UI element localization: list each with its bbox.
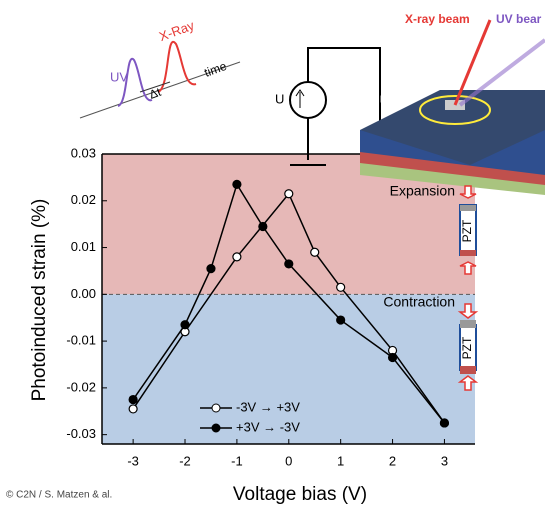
legend-marker [212,404,220,412]
legend-marker [212,424,220,432]
point [285,190,293,198]
voltage-label: U [275,91,284,106]
y-tick-label: -0.03 [66,426,96,441]
xray-label: X-Ray [157,17,197,44]
point [233,253,241,261]
point [129,405,137,413]
y-tick-label: -0.01 [66,333,96,348]
chart: UV X-Ray Δt time U PZT X-ray beam UV bea… [0,0,545,512]
point [207,265,215,273]
y-tick-label: 0.02 [71,192,96,207]
point [440,419,448,427]
x-axis-label: Voltage bias (V) [233,484,367,505]
x-tick-label: 0 [285,453,292,468]
pzt-sample-label: PZT [380,95,399,106]
y-tick-label: 0.03 [71,145,96,160]
contraction-label: Contraction [383,294,455,310]
expansion-label: Expansion [390,183,455,199]
x-tick-label: 3 [441,453,448,468]
x-tick-label: -2 [179,453,191,468]
y-tick-label: 0.01 [71,239,96,254]
point [233,180,241,188]
x-tick-label: 1 [337,453,344,468]
legend-label: +3V → -3V [236,419,300,434]
point [181,321,189,329]
x-tick-label: 2 [389,453,396,468]
uv-beam-label: UV bear [496,12,542,26]
point [285,260,293,268]
pzt-expansion-label: PZT [460,219,474,242]
x-tick-label: -1 [231,453,243,468]
y-tick-label: -0.02 [66,379,96,394]
y-axis-label: Photoinduced strain (%) [29,199,50,402]
time-label: time [202,59,228,80]
legend-label: -3V → +3V [236,399,300,414]
point [389,353,397,361]
x-tick-label: -3 [127,453,139,468]
point [129,396,137,404]
point [311,248,319,256]
point [259,223,267,231]
xray-beam-label: X-ray beam [405,12,470,26]
uv-label: UV [110,69,128,84]
point [337,316,345,324]
pulse-diagram [80,42,240,118]
credit: © C2N / S. Matzen & al. [6,490,112,501]
y-tick-label: 0.00 [71,286,96,301]
pzt-contraction-label: PZT [460,336,474,359]
point [337,283,345,291]
